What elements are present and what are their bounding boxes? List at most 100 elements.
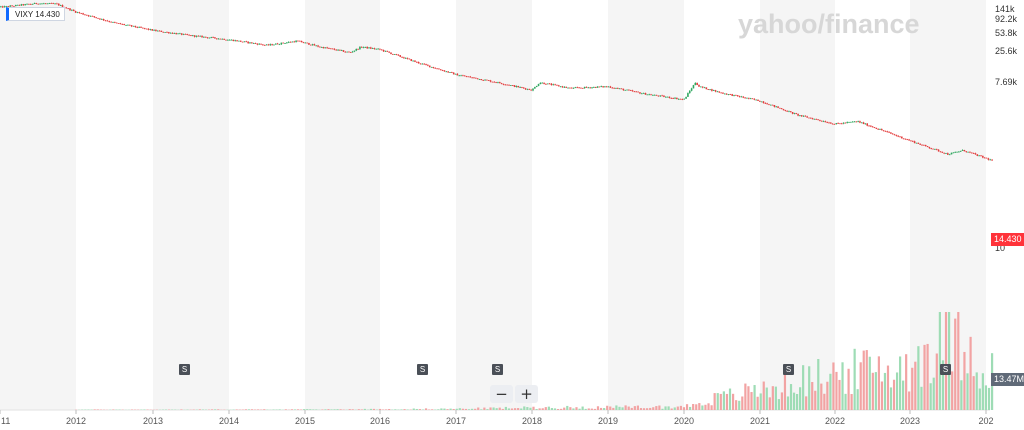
candle-body [681, 98, 684, 100]
candle-body [39, 3, 41, 5]
candle-body [24, 4, 26, 6]
candle-body [934, 148, 936, 150]
candle-body [214, 37, 216, 39]
candle-body [919, 143, 921, 145]
volume-bar [750, 392, 753, 410]
candle-body [366, 46, 368, 49]
volume-bar [300, 409, 303, 410]
candle-body [617, 88, 619, 89]
candle-body [306, 42, 308, 44]
candle-body [428, 65, 431, 68]
volume-bar [336, 409, 339, 410]
candle-body [902, 138, 905, 140]
candle-body [125, 24, 127, 26]
split-marker[interactable]: S [179, 364, 190, 375]
volume-bar [312, 409, 315, 410]
volume-bar [547, 406, 550, 410]
candle-body [947, 153, 949, 155]
candle-body [190, 35, 192, 36]
candle-body [493, 81, 496, 83]
candle-body [826, 122, 828, 124]
candle-body [478, 79, 481, 80]
candle-body [465, 76, 468, 78]
candle-body [438, 68, 440, 70]
candle-body [913, 141, 916, 144]
volume-bar [461, 408, 464, 410]
candle-body [923, 144, 925, 146]
volume-bar [400, 409, 403, 410]
price-candles [0, 2, 993, 161]
candle-body [897, 135, 899, 137]
candle-body [793, 113, 796, 115]
volume-tag: 13.47M [991, 373, 1024, 386]
year-band [760, 0, 835, 410]
candle-body [256, 43, 259, 45]
volume-bar [786, 396, 790, 410]
candle-body [353, 50, 356, 52]
candle-body [48, 3, 51, 4]
candle-body [373, 48, 376, 50]
candle-body [611, 87, 614, 89]
candle-body [89, 15, 92, 17]
volume-bar [853, 348, 856, 410]
candle-body [35, 2, 38, 4]
volume-bar [649, 407, 652, 410]
candle-body [82, 13, 84, 15]
candle-body [569, 87, 571, 89]
y-tick-label: 7.69k [995, 77, 1018, 87]
candle-body [879, 129, 881, 130]
candle-body [727, 94, 730, 95]
volume-bar [477, 407, 480, 410]
candle-body [430, 66, 433, 68]
volume-bar [541, 408, 544, 410]
volume-bar [923, 344, 926, 410]
candle-body [393, 54, 396, 55]
volume-bar [932, 377, 935, 410]
zoom-controls: − + [490, 385, 538, 403]
candle-body [738, 96, 741, 98]
volume-bar [768, 397, 771, 410]
x-tick-label: 2016 [370, 416, 390, 426]
candle-body [749, 98, 752, 100]
volume-bar [817, 359, 820, 410]
candle-body [828, 122, 830, 124]
volume-bar [862, 350, 865, 410]
candle-body [328, 48, 330, 49]
candle-body [580, 87, 582, 89]
candle-body [989, 159, 992, 161]
candle-body [522, 87, 525, 89]
candle-body [720, 92, 722, 94]
volume-bar [960, 380, 963, 410]
candle-body [74, 10, 77, 13]
candle-body [932, 148, 934, 150]
candle-body [145, 28, 148, 30]
candle-body [227, 39, 229, 41]
split-marker[interactable]: S [417, 364, 428, 375]
zoom-out-button[interactable]: − [490, 385, 513, 403]
candle-body [153, 29, 155, 31]
candle-body [249, 42, 251, 44]
candle-body [71, 9, 73, 11]
candle-body [280, 42, 283, 45]
candle-body [355, 48, 358, 51]
candle-body [859, 121, 861, 123]
volume-bar [381, 409, 385, 410]
zoom-in-button[interactable]: + [515, 385, 538, 403]
split-marker[interactable]: S [492, 364, 503, 375]
split-marker[interactable]: S [783, 364, 794, 375]
volume-bar [944, 312, 948, 410]
candle-body [43, 3, 45, 5]
candle-body [119, 23, 122, 25]
volume-bar [789, 384, 793, 410]
candle-body [93, 16, 96, 18]
candle-body [637, 91, 639, 93]
candle-body [297, 40, 299, 42]
split-marker[interactable]: S [940, 364, 951, 375]
candle-body [747, 97, 750, 99]
candle-body [333, 48, 336, 50]
volume-bar [587, 408, 590, 410]
candle-body [357, 48, 359, 50]
candle-body [791, 111, 794, 114]
candle-body [937, 149, 940, 152]
